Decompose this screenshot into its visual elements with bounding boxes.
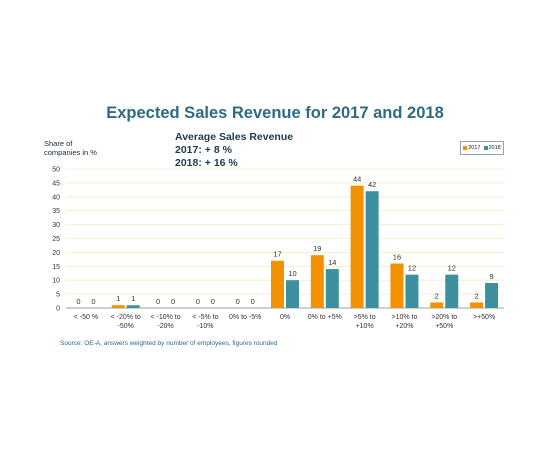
x-tick-label: < -20% to [111, 314, 141, 321]
x-tick-label: +50% [435, 323, 453, 330]
data-label-2018: 12 [408, 264, 416, 273]
y-axis-label-line: Share of [44, 139, 73, 148]
data-label-2018: 0 [91, 297, 95, 306]
data-label-2017: 1 [116, 294, 120, 303]
annotation-line: 2018: + 16 % [175, 157, 238, 169]
y-axis-label: Share of companies in % [44, 139, 97, 157]
legend-item-2018: 2018 [483, 145, 501, 151]
bar-2017 [310, 255, 324, 308]
average-annotation: Average Sales Revenue 2017: + 8 % 2018: … [175, 131, 293, 170]
source-note: Source: OE-A, answers weighted by number… [60, 340, 278, 347]
bar-2018 [365, 191, 379, 308]
y-tick-label: 30 [52, 222, 60, 229]
x-tick-label: 0% to -5% [229, 314, 261, 321]
legend-item-2017: 2017 [463, 145, 481, 151]
annotation-line: Average Sales Revenue [175, 131, 294, 143]
data-label-2018: 9 [490, 272, 494, 281]
x-tick-label: >10% to [392, 314, 418, 321]
legend-swatch-2017 [463, 146, 468, 150]
y-tick-label: 20 [52, 250, 60, 257]
y-axis-label-line: companies in % [44, 148, 97, 157]
bar-2017 [390, 263, 404, 308]
bar-2017 [470, 302, 484, 308]
data-label-2017: 2 [475, 291, 479, 300]
x-tick-label: 0% [280, 314, 290, 321]
x-tick-label: +20% [395, 323, 413, 330]
x-tick-label: -10% [197, 323, 213, 330]
data-label-2018: 10 [288, 269, 296, 278]
data-label-2017: 16 [393, 253, 401, 262]
x-tick-label: < -50 % [74, 314, 98, 321]
x-tick-label: >5% to [354, 314, 376, 321]
data-label-2017: 2 [435, 291, 439, 300]
bar-2018 [325, 269, 339, 308]
legend-label-2017: 2017 [468, 145, 481, 151]
y-tick-label: 5 [56, 292, 60, 299]
legend-swatch-2018 [483, 146, 488, 150]
y-tick-label: 15 [52, 264, 60, 271]
bar-2018 [126, 305, 140, 308]
data-label-2017: 0 [236, 297, 240, 306]
x-tick-label: >+50% [473, 314, 495, 321]
data-label-2018: 0 [171, 297, 175, 306]
bar-2017 [430, 302, 444, 308]
x-tick-label: +10% [356, 323, 374, 330]
data-label-2017: 0 [196, 297, 200, 306]
x-tick-label: < -10% to [150, 314, 180, 321]
y-tick-label: 45 [52, 180, 60, 187]
y-tick-label: 0 [56, 306, 60, 313]
y-tick-label: 50 [52, 167, 60, 174]
data-label-2018: 12 [448, 264, 456, 273]
chart-legend: 2017 2018 [460, 141, 504, 155]
data-label-2018: 0 [251, 297, 255, 306]
data-label-2017: 0 [156, 297, 160, 306]
bar-2018 [445, 274, 459, 308]
data-label-2017: 19 [313, 244, 321, 253]
x-tick-label: -20% [157, 323, 173, 330]
bar-2017 [350, 185, 364, 308]
y-tick-label: 35 [52, 208, 60, 215]
data-label-2017: 44 [353, 175, 361, 184]
annotation-line: 2017: + 8 % [175, 144, 232, 156]
data-label-2018: 0 [211, 297, 215, 306]
y-tick-label: 10 [52, 278, 60, 285]
x-tick-label: -50% [118, 323, 134, 330]
data-label-2017: 17 [273, 250, 281, 259]
chart-title: Expected Sales Revenue for 2017 and 2018 [106, 104, 444, 122]
x-tick-label: >20% to [431, 314, 457, 321]
bar-2018 [485, 282, 499, 308]
x-tick-label: < -5% to [192, 314, 218, 321]
data-label-2018: 42 [368, 180, 376, 189]
x-tick-label: 0% to +5% [308, 314, 342, 321]
data-label-2018: 1 [131, 294, 135, 303]
data-label-2017: 0 [76, 297, 80, 306]
bar-2018 [286, 280, 299, 308]
bar-2017 [271, 260, 284, 308]
bar-2017 [111, 305, 125, 308]
data-label-2018: 14 [328, 258, 336, 267]
y-tick-label: 40 [52, 194, 60, 201]
bar-2018 [405, 274, 419, 308]
legend-label-2018: 2018 [488, 145, 501, 151]
y-tick-label: 25 [52, 236, 60, 243]
